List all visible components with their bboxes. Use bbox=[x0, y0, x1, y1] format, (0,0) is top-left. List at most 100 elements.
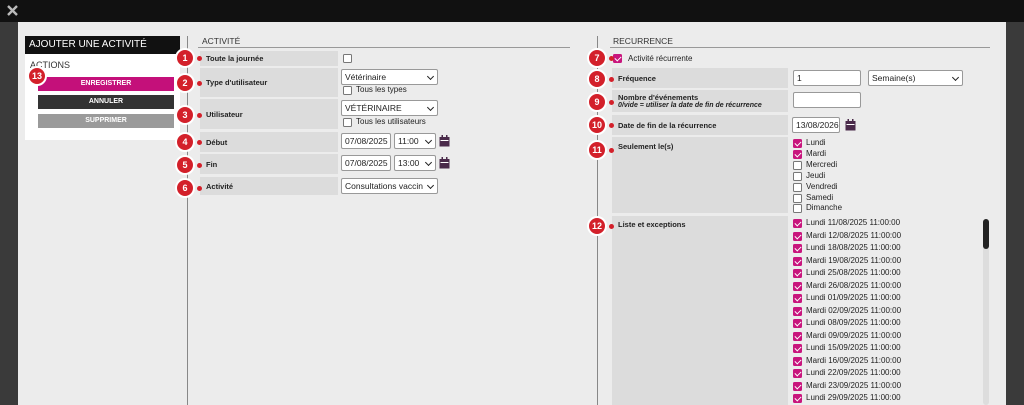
day-list: Lundi Mardi Mercredi Jeudi Vendredi Samedi Dim… bbox=[792, 138, 942, 214]
badge-pointer bbox=[609, 148, 614, 153]
checkbox[interactable] bbox=[343, 54, 352, 63]
select[interactable]: Consultations vaccin bbox=[341, 178, 438, 194]
step-badge: 9 bbox=[587, 92, 607, 112]
checkbox-label: Lundi 29/09/2025 11:00:00 bbox=[806, 393, 901, 402]
checkbox[interactable] bbox=[793, 369, 802, 378]
step-badge: 12 bbox=[587, 216, 607, 236]
checkbox[interactable] bbox=[793, 294, 802, 303]
checkbox[interactable] bbox=[793, 193, 802, 203]
checkbox[interactable] bbox=[793, 231, 802, 241]
date-input[interactable]: 07/08/2025 bbox=[341, 155, 391, 171]
divider bbox=[187, 36, 188, 405]
badge-pointer bbox=[609, 224, 614, 229]
checkbox[interactable] bbox=[343, 118, 352, 127]
checkbox[interactable] bbox=[793, 381, 802, 391]
checkbox[interactable] bbox=[793, 306, 802, 316]
badge-pointer bbox=[197, 56, 202, 61]
checkbox[interactable] bbox=[613, 54, 622, 63]
title-bar bbox=[0, 0, 1024, 22]
section-rule bbox=[198, 47, 570, 48]
close-icon[interactable] bbox=[6, 4, 19, 17]
step-badge: 11 bbox=[587, 140, 607, 160]
checkbox[interactable] bbox=[793, 182, 802, 192]
field-label: Fréquence bbox=[612, 68, 788, 88]
checkbox[interactable] bbox=[793, 149, 802, 159]
step-badge: 2 bbox=[175, 73, 195, 93]
field-label: Liste et exceptions bbox=[612, 216, 788, 405]
checkbox-label: Lundi bbox=[806, 138, 826, 147]
calendar-icon[interactable] bbox=[439, 135, 450, 147]
scrollbar-track bbox=[983, 219, 989, 405]
checkbox[interactable] bbox=[793, 281, 802, 291]
calendar-icon[interactable] bbox=[439, 157, 450, 169]
checkbox-label: Tous les utilisateurs bbox=[356, 117, 426, 126]
checkbox-label: Mercredi bbox=[806, 159, 838, 169]
checkbox-label: Tous les types bbox=[356, 85, 407, 94]
checkbox[interactable] bbox=[793, 160, 802, 170]
time-select[interactable]: 11:00 bbox=[394, 133, 436, 149]
badge-pointer bbox=[197, 81, 202, 86]
label-hint: 0/vide = utiliser la date de fin de récu… bbox=[618, 102, 762, 109]
date-input[interactable]: 13/08/2026 bbox=[792, 117, 840, 133]
cancel-button[interactable]: ANNULER bbox=[38, 95, 174, 109]
date-input[interactable]: 07/08/2025 bbox=[341, 133, 391, 149]
section-rule bbox=[610, 47, 990, 48]
number-input[interactable] bbox=[793, 92, 861, 108]
checkbox-label: Lundi 11/08/2025 11:00:00 bbox=[806, 218, 901, 227]
checkbox[interactable] bbox=[793, 256, 802, 266]
badge-pointer bbox=[197, 113, 202, 118]
calendar-icon[interactable] bbox=[845, 119, 856, 131]
label-text: Nombre d'événements bbox=[618, 93, 699, 102]
checkbox[interactable] bbox=[793, 269, 802, 278]
badge-pointer bbox=[197, 186, 202, 191]
occurrence-list: Lundi 11/08/2025 11:00:00 Mardi 12/08/202… bbox=[792, 218, 982, 405]
delete-button[interactable]: SUPPRIMER bbox=[38, 114, 174, 128]
step-badge: 10 bbox=[587, 115, 607, 135]
select[interactable]: VÉTÉRINAIRE bbox=[341, 100, 438, 116]
checkbox[interactable] bbox=[793, 139, 802, 148]
checkbox-label: Dimanche bbox=[806, 203, 843, 213]
checkbox-label: Mardi 02/09/2025 11:00:00 bbox=[806, 305, 902, 315]
checkbox-label: Lundi 08/09/2025 11:00:00 bbox=[806, 318, 901, 327]
checkbox[interactable] bbox=[343, 86, 352, 95]
section-title: RECURRENCE bbox=[613, 36, 673, 46]
badge-pointer bbox=[609, 56, 614, 61]
number-input[interactable]: 1 bbox=[793, 70, 861, 86]
checkbox[interactable] bbox=[793, 331, 802, 341]
checkbox[interactable] bbox=[793, 171, 802, 181]
field-label: Fin bbox=[200, 154, 338, 174]
field-label: Nombre d'événements 0/vide = utiliser la … bbox=[612, 90, 788, 112]
checkbox[interactable] bbox=[793, 356, 802, 366]
checkbox[interactable] bbox=[793, 204, 802, 214]
select[interactable]: Semaine(s) bbox=[868, 70, 963, 86]
checkbox-label: Mardi 16/09/2025 11:00:00 bbox=[806, 355, 902, 365]
checkbox-label: Samedi bbox=[806, 192, 834, 202]
scrollbar-thumb[interactable] bbox=[983, 219, 989, 249]
field-label: Type d'utilisateur bbox=[200, 68, 338, 97]
checkbox-label: Lundi 22/09/2025 11:00:00 bbox=[806, 368, 901, 377]
select[interactable]: Vétérinaire bbox=[341, 69, 438, 85]
checkbox-label: Mardi bbox=[806, 148, 827, 158]
step-badge: 8 bbox=[587, 69, 607, 89]
checkbox-label: Mardi 19/08/2025 11:00:00 bbox=[806, 255, 902, 265]
save-button[interactable]: ENREGISTRER bbox=[38, 77, 174, 91]
checkbox[interactable] bbox=[793, 394, 802, 403]
field-label: Début bbox=[200, 132, 338, 152]
checkbox-label: Mardi 23/09/2025 11:00:00 bbox=[806, 380, 902, 390]
checkbox-label: Mardi 26/08/2025 11:00:00 bbox=[806, 280, 902, 290]
checkbox[interactable] bbox=[793, 219, 802, 228]
step-badge: 4 bbox=[175, 132, 195, 152]
checkbox-label: Lundi 25/08/2025 11:00:00 bbox=[806, 268, 901, 277]
checkbox-label: Vendredi bbox=[806, 181, 838, 191]
checkbox[interactable] bbox=[793, 319, 802, 328]
section-title: ACTIVITÉ bbox=[202, 36, 241, 46]
checkbox[interactable] bbox=[793, 344, 802, 353]
step-badge: 6 bbox=[175, 178, 195, 198]
checkbox[interactable] bbox=[793, 244, 802, 253]
checkbox-label: Lundi 15/09/2025 11:00:00 bbox=[806, 343, 901, 352]
time-select[interactable]: 13:00 bbox=[394, 155, 436, 171]
checkbox-label: Lundi 01/09/2025 11:00:00 bbox=[806, 293, 901, 302]
field-label: Toute la journée bbox=[200, 51, 338, 66]
field-label: Utilisateur bbox=[200, 99, 338, 129]
